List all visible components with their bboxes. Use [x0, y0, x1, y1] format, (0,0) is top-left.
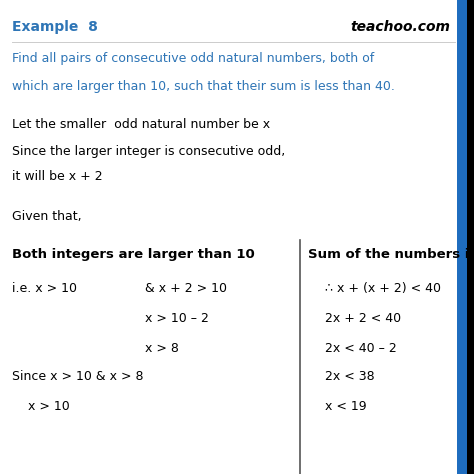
- Text: 2x < 40 – 2: 2x < 40 – 2: [325, 342, 397, 355]
- Text: Both integers are larger than 10: Both integers are larger than 10: [12, 248, 255, 261]
- Text: i.e. x > 10: i.e. x > 10: [12, 282, 77, 295]
- Text: it will be x + 2: it will be x + 2: [12, 170, 103, 183]
- Text: teachoo.com: teachoo.com: [350, 20, 450, 34]
- Text: ∴ x + (x + 2) < 40: ∴ x + (x + 2) < 40: [325, 282, 441, 295]
- Text: Since x > 10 & x > 8: Since x > 10 & x > 8: [12, 370, 144, 383]
- Text: 2x < 38: 2x < 38: [325, 370, 374, 383]
- Text: which are larger than 10, such that their sum is less than 40.: which are larger than 10, such that thei…: [12, 80, 395, 93]
- Text: Find all pairs of consecutive odd natural numbers, both of: Find all pairs of consecutive odd natura…: [12, 52, 374, 65]
- Text: 2x + 2 < 40: 2x + 2 < 40: [325, 312, 401, 325]
- Bar: [467, 0, 474, 474]
- Text: x > 10: x > 10: [12, 400, 70, 413]
- Text: x > 8: x > 8: [145, 342, 179, 355]
- Text: & x + 2 > 10: & x + 2 > 10: [145, 282, 227, 295]
- Bar: [457, 0, 467, 474]
- Text: Let the smaller  odd natural number be x: Let the smaller odd natural number be x: [12, 118, 270, 131]
- Text: Since the larger integer is consecutive odd,: Since the larger integer is consecutive …: [12, 145, 285, 158]
- Text: Example  8: Example 8: [12, 20, 98, 34]
- Text: x > 10 – 2: x > 10 – 2: [145, 312, 209, 325]
- Text: Given that,: Given that,: [12, 210, 82, 223]
- Text: x < 19: x < 19: [325, 400, 366, 413]
- Text: Sum of the numbers is less than 40: Sum of the numbers is less than 40: [308, 248, 474, 261]
